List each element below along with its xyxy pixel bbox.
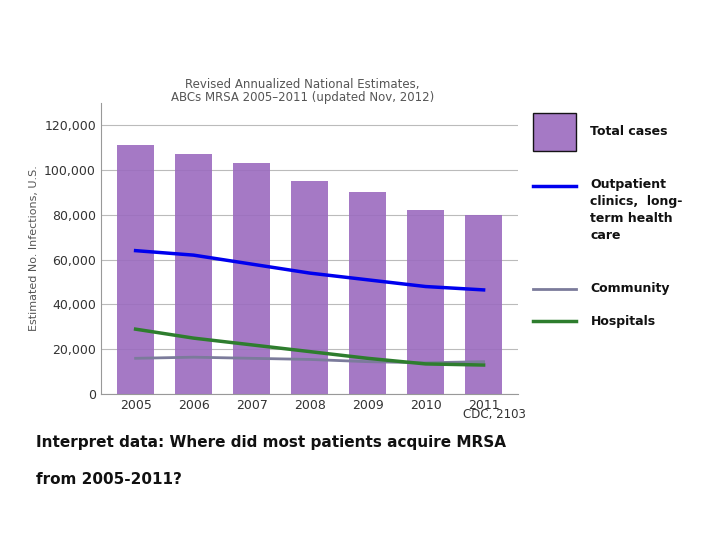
- Text: Interpret data: Where did most patients acquire MRSA: Interpret data: Where did most patients …: [36, 435, 506, 450]
- Text: MRSA: Some facts: MRSA: Some facts: [203, 26, 517, 55]
- Bar: [348, 192, 387, 394]
- Text: Total cases: Total cases: [590, 125, 668, 138]
- Bar: [291, 181, 328, 394]
- Bar: [464, 215, 503, 394]
- Text: Revised Annualized National Estimates,: Revised Annualized National Estimates,: [185, 78, 420, 91]
- Text: Hospitals: Hospitals: [590, 315, 655, 328]
- Text: CDC, 2103: CDC, 2103: [463, 408, 526, 421]
- Text: Community: Community: [590, 282, 670, 295]
- Bar: [407, 210, 444, 394]
- Bar: [233, 163, 271, 394]
- Y-axis label: Estimated No. Infections, U.S.: Estimated No. Infections, U.S.: [29, 165, 38, 332]
- Text: from 2005-2011?: from 2005-2011?: [36, 472, 182, 488]
- Text: ABCs MRSA 2005–2011 (updated Nov, 2012): ABCs MRSA 2005–2011 (updated Nov, 2012): [171, 91, 434, 104]
- Bar: [175, 154, 212, 394]
- Bar: [117, 145, 155, 394]
- Text: Outpatient
clinics,  long-
term health
care: Outpatient clinics, long- term health ca…: [590, 178, 683, 242]
